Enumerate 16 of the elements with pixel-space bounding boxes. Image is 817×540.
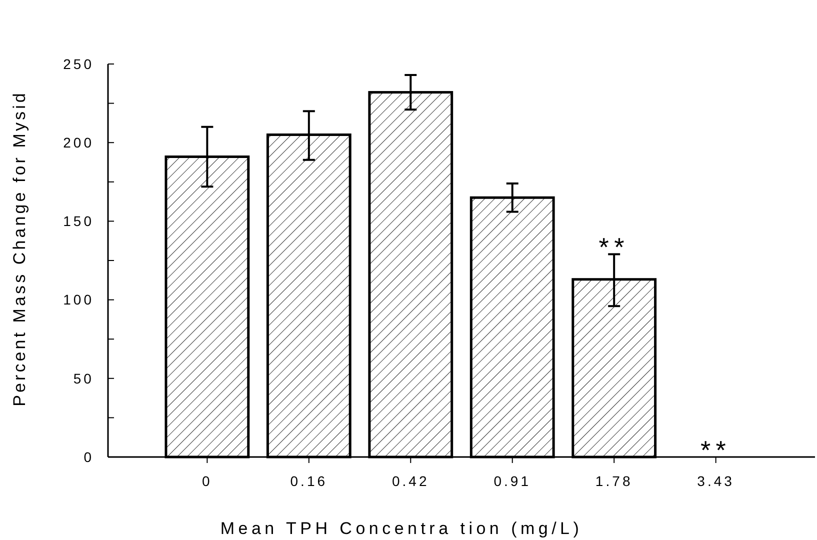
y-axis-title: Percent Mass Change for Mysid	[10, 90, 29, 406]
x-tick-label: 3.43	[697, 473, 734, 489]
y-tick-label: 250	[63, 56, 94, 72]
x-tick-label: 1.78	[595, 473, 633, 489]
y-tick-label: 50	[73, 370, 94, 386]
y-tick-label: 150	[63, 213, 94, 230]
y-tick-label: 0	[84, 448, 94, 465]
x-tick-label: 0.91	[494, 473, 532, 489]
x-tick-label: 0.42	[392, 473, 430, 489]
x-axis-title: Mean TPH Concentra tion (mg/L)	[220, 519, 583, 538]
x-tick-label: 0.16	[290, 473, 328, 489]
annotation: **	[598, 232, 630, 262]
y-tick-label: 100	[63, 292, 94, 308]
annotation: **	[700, 435, 732, 465]
y-tick-label: 200	[63, 134, 94, 150]
x-tick-label: 0	[202, 473, 212, 489]
